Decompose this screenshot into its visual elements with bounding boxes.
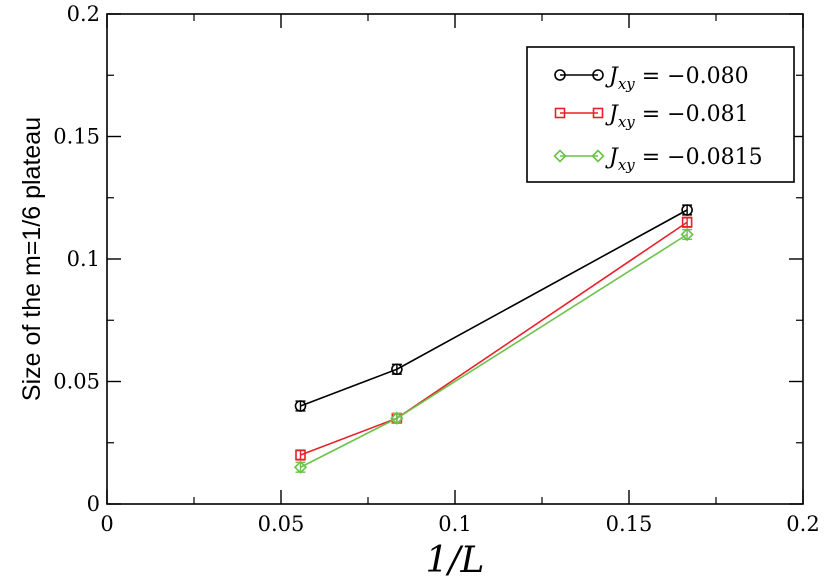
x-tick-labels: 0 0.05 0.1 0.15 0.2: [100, 512, 819, 536]
x-tick-label: 0: [100, 512, 113, 536]
series-2: [295, 216, 693, 461]
legend-entry-3: Jxy = −0.0815: [553, 145, 763, 174]
data-point-marker: [391, 363, 403, 376]
x-tick-label: 0.1: [438, 512, 471, 536]
legend-label: Jxy = −0.0815: [605, 145, 763, 174]
y-tick-label: 0.2: [67, 2, 100, 26]
data-point-marker: [390, 411, 404, 425]
data-point-marker: [293, 460, 308, 474]
legend-marker-right: [592, 69, 604, 81]
legend-marker-right: [591, 149, 605, 163]
x-tick-label: 0.05: [258, 512, 305, 536]
legend-entry-2: Jxy = −0.081: [554, 102, 749, 131]
series-layer: [293, 204, 694, 474]
legend-marker-left: [554, 107, 566, 119]
data-point-marker: [681, 204, 693, 216]
x-axis-title: 1/L: [426, 540, 485, 581]
legend-label: Jxy = −0.081: [605, 102, 749, 131]
data-point-marker: [680, 227, 694, 242]
y-tick-label: 0.05: [53, 370, 100, 394]
series-3: [293, 227, 694, 474]
legend-marker-left: [554, 69, 566, 81]
data-point-marker: [681, 216, 693, 228]
data-point-marker: [294, 400, 307, 412]
series-1: [294, 204, 693, 412]
legend: Jxy = −0.080 Jxy = −0.081 Jxy = −0.0815: [526, 46, 795, 183]
series-line: [300, 209, 688, 407]
y-tick-labels: 0 0.05 0.1 0.15 0.2: [53, 2, 100, 516]
series-line: [300, 221, 688, 456]
x-tick-label: 0.2: [786, 512, 819, 536]
y-axis-title: Size of the m=1/6 plateau: [18, 117, 46, 401]
data-point-marker: [295, 449, 306, 461]
y-tick-label: 0.15: [53, 125, 100, 149]
axis-ticks: [106, 13, 804, 505]
legend-marker-left: [553, 149, 567, 163]
legend-entry-1: Jxy = −0.080: [554, 64, 749, 93]
legend-marker-right: [592, 107, 604, 119]
y-tick-label: 0: [87, 492, 100, 516]
legend-label: Jxy = −0.080: [605, 64, 749, 93]
legend-box: [526, 46, 795, 183]
y-tick-label: 0.1: [67, 247, 100, 271]
x-tick-label: 0.15: [606, 512, 653, 536]
legend-entries: Jxy = −0.080 Jxy = −0.081 Jxy = −0.0815: [553, 64, 763, 174]
